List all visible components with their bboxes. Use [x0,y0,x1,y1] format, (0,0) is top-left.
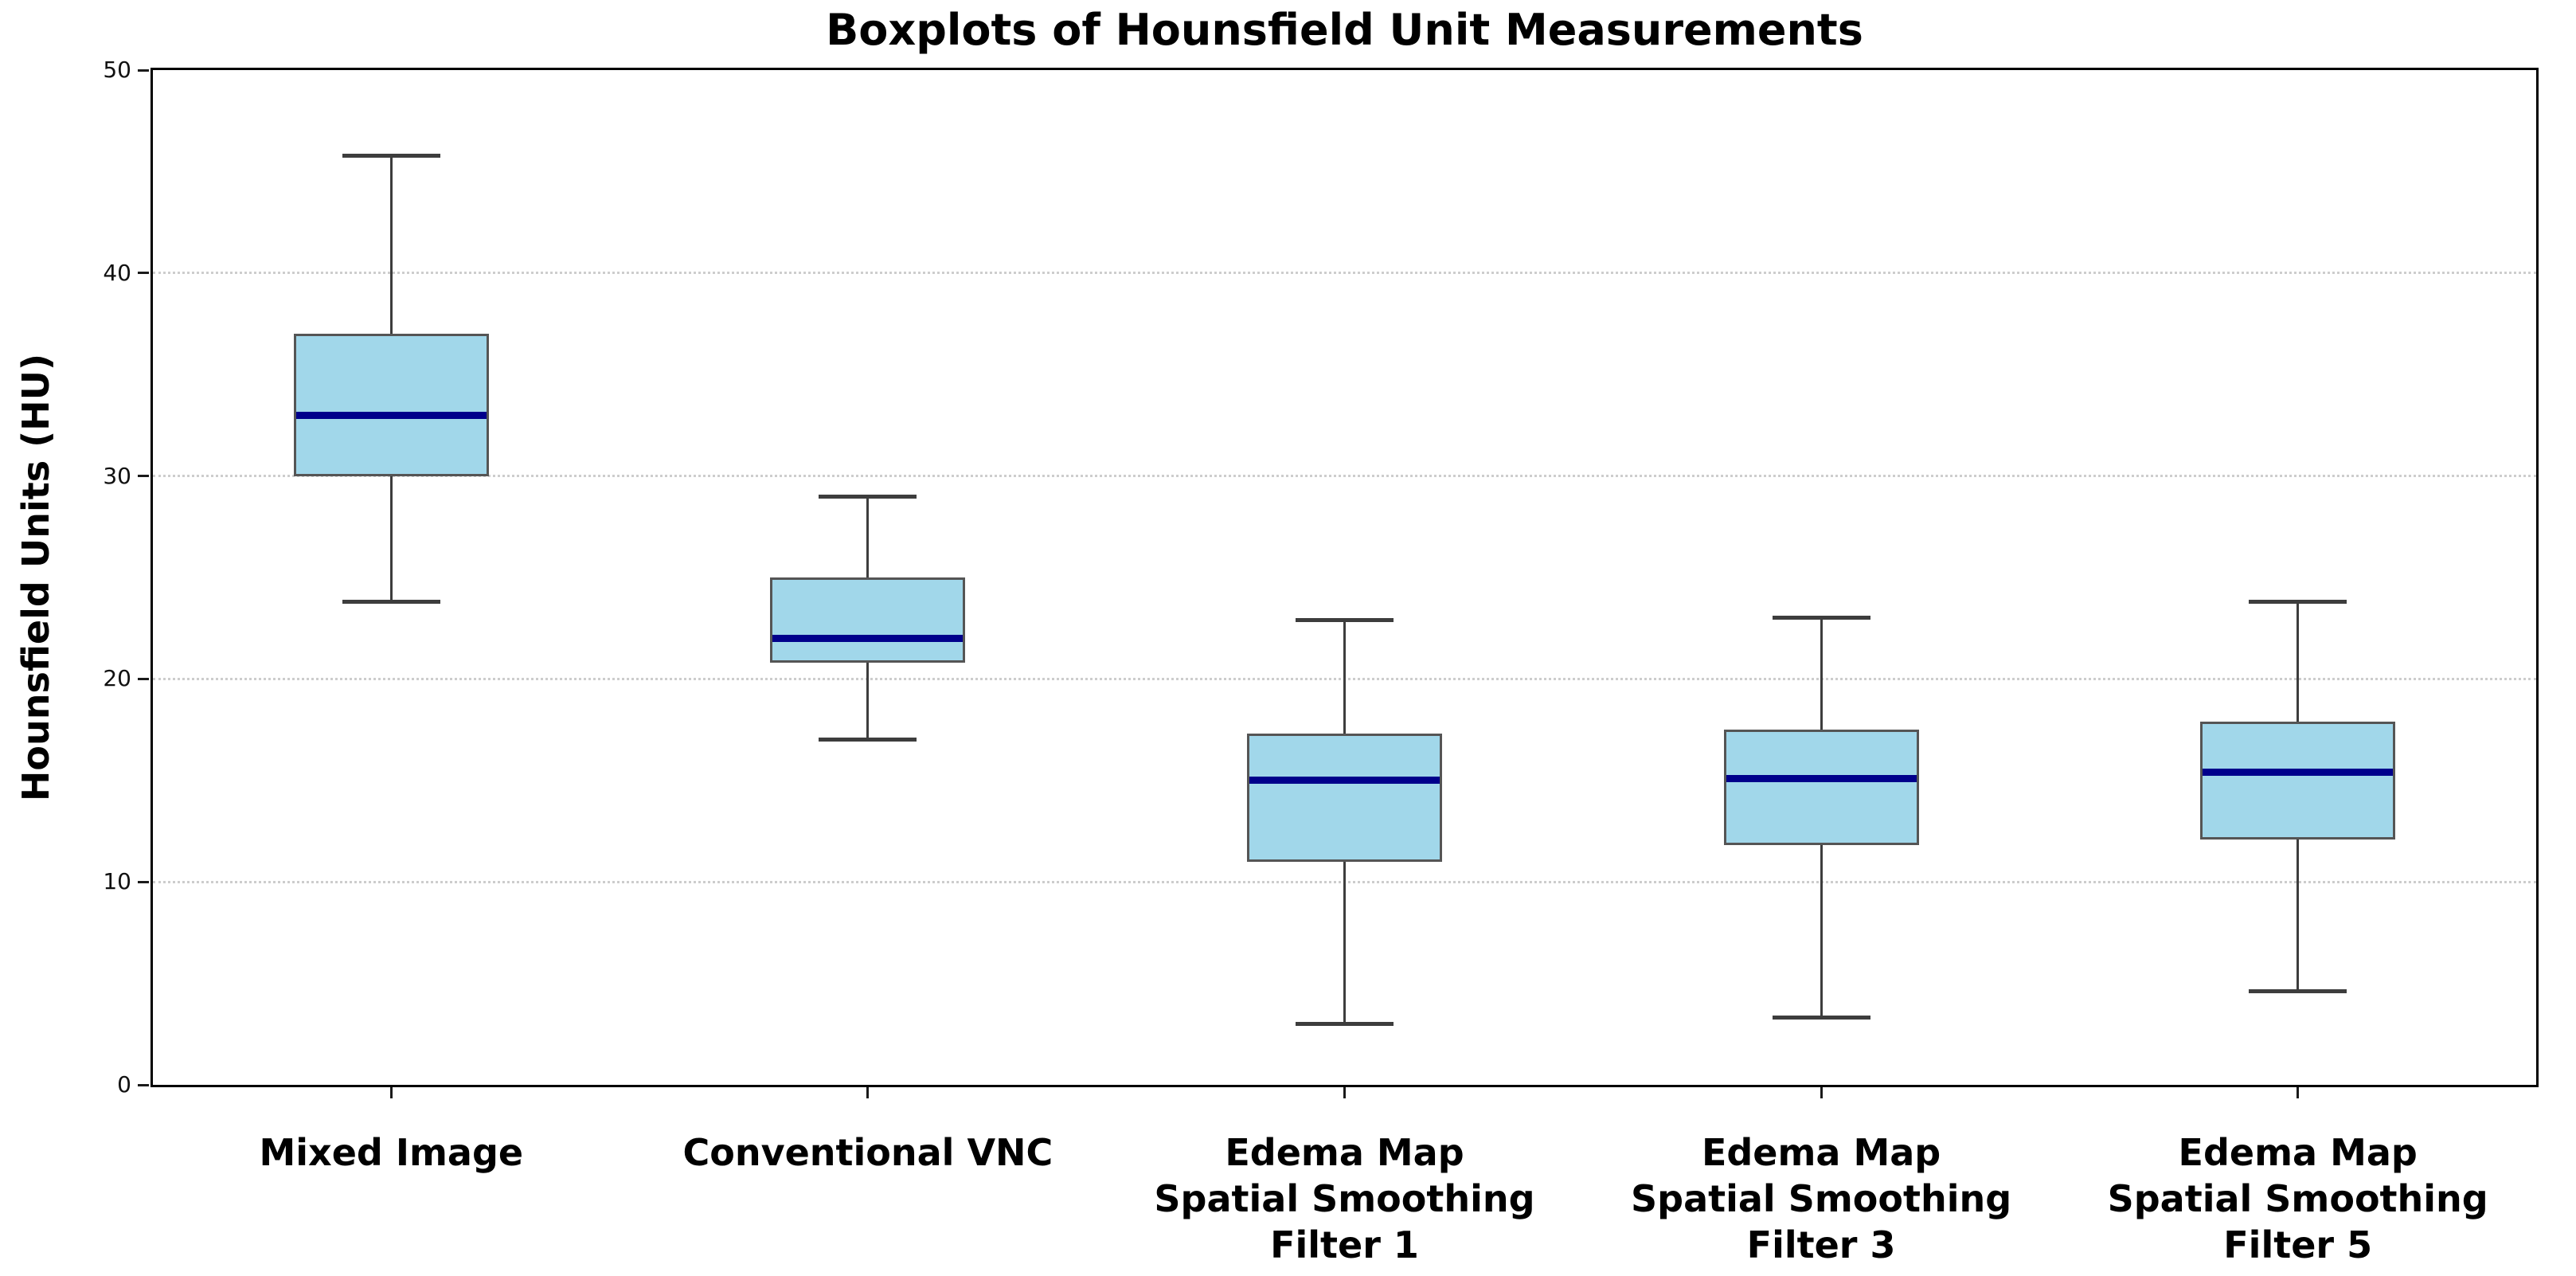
x-tick-label-1: Conventional VNC [682,1131,1053,1174]
whisker-cap-top-0 [342,153,440,158]
y-axis-label-container: Hounsfield Units (HU) [8,70,64,1085]
x-tick-label-2: Edema Map Spatial Smoothing Filter 1 [1154,1131,1535,1266]
x-tick-0 [389,1087,393,1098]
x-tick-3 [1820,1087,1823,1098]
whisker-cap-bottom-2 [1296,1022,1394,1027]
y-tick-30 [138,475,149,478]
chart-title: Boxplots of Hounsfield Unit Measurements [826,5,1863,55]
y-tick-10 [138,880,149,883]
box-2 [1247,734,1442,862]
gridline-40 [153,272,2536,275]
y-tick-label-10: 10 [103,868,131,895]
whisker-cap-top-1 [819,494,917,499]
whisker-cap-bottom-4 [2249,989,2347,994]
median-line-2 [1249,777,1440,785]
y-tick-40 [138,272,149,275]
whisker-cap-bottom-1 [819,738,917,742]
whisker-cap-top-3 [1772,616,1870,620]
x-tick-label-4: Edema Map Spatial Smoothing Filter 5 [2107,1131,2488,1266]
median-line-4 [2203,769,2394,777]
whisker-cap-bottom-3 [1772,1016,1870,1020]
box-0 [293,334,489,476]
box-3 [1723,730,1919,846]
x-tick-label-3: Edema Map Spatial Smoothing Filter 3 [1631,1131,2012,1266]
median-line-1 [772,634,964,642]
y-tick-20 [138,677,149,680]
y-tick-0 [138,1083,149,1086]
median-line-3 [1726,774,1917,782]
gridline-30 [153,475,2536,478]
x-tick-2 [1343,1087,1346,1098]
x-tick-1 [866,1087,870,1098]
y-axis-label: Hounsfield Units (HU) [14,353,57,802]
whisker-cap-top-4 [2249,600,2347,605]
y-tick-50 [138,68,149,72]
box-1 [770,577,966,663]
y-tick-label-40: 40 [103,259,131,286]
y-tick-label-0: 0 [117,1071,131,1098]
x-tick-4 [2297,1087,2300,1098]
median-line-0 [295,411,487,419]
x-tick-label-0: Mixed Image [259,1131,524,1174]
y-tick-label-50: 50 [103,57,131,83]
whisker-cap-bottom-0 [342,600,440,605]
whisker-cap-top-2 [1296,618,1394,622]
y-tick-label-30: 30 [103,462,131,489]
box-4 [2200,721,2396,840]
y-tick-label-20: 20 [103,665,131,692]
